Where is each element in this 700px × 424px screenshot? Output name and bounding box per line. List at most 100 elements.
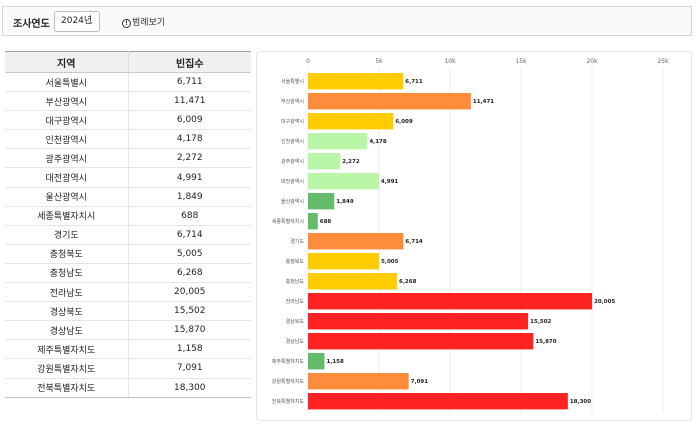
data-label: 7,091 bbox=[411, 379, 429, 385]
data-label: 688 bbox=[320, 219, 332, 225]
table-header-row: 지역 빈집수 bbox=[5, 51, 251, 73]
table-row: 충청남도 6,268 bbox=[5, 263, 251, 284]
category-label: 충청북도 bbox=[286, 258, 305, 265]
bar bbox=[308, 173, 379, 190]
data-label: 6,009 bbox=[395, 119, 413, 125]
region-cell: 경상북도 bbox=[5, 301, 129, 322]
category-label: 인천광역시 bbox=[281, 138, 304, 145]
chevron-down-icon: ⌄ bbox=[87, 17, 94, 26]
vacant-count-cell: 4,991 bbox=[128, 167, 251, 188]
bar bbox=[308, 133, 368, 150]
bar bbox=[308, 253, 380, 270]
region-cell: 전라남도 bbox=[5, 282, 129, 303]
bar bbox=[308, 153, 341, 170]
vacant-count-cell: 7,091 bbox=[128, 358, 251, 379]
survey-year-select[interactable]: 2024년 ⌄ bbox=[54, 11, 100, 32]
region-cell: 인천광역시 bbox=[5, 129, 129, 150]
region-cell: 경기도 bbox=[5, 225, 129, 245]
x-tick-label: 15k bbox=[515, 58, 527, 65]
bar bbox=[308, 73, 404, 90]
region-cell: 제주특별자치도 bbox=[5, 339, 129, 360]
category-label: 세종특별자치시 bbox=[272, 218, 304, 225]
vacant-house-table: 지역 빈집수 서울특별시 6,711 부산광역시 11,471 대구광역시 6,009 인천… bbox=[5, 51, 251, 398]
bar bbox=[308, 333, 534, 350]
region-cell: 대구광역시 bbox=[5, 110, 129, 131]
vacant-count-cell: 20,005 bbox=[128, 282, 251, 303]
bar bbox=[308, 293, 593, 310]
category-label: 강원특별자치도 bbox=[272, 378, 305, 385]
table-row: 강원특별자치도 7,091 bbox=[5, 358, 251, 379]
vacant-count-cell: 15,502 bbox=[128, 301, 251, 322]
table-row: 경상남도 15,870 bbox=[5, 320, 251, 341]
vacant-count-cell: 5,005 bbox=[128, 244, 251, 264]
data-label: 5,005 bbox=[381, 259, 399, 265]
table-row: 전북특별자치도 18,300 bbox=[5, 378, 251, 398]
vacant-count-cell: 2,272 bbox=[128, 148, 251, 169]
filter-toolbar: 조사연도 2024년 ⌄ ! 범례보기 bbox=[2, 6, 692, 36]
category-label: 대전광역시 bbox=[281, 178, 304, 185]
category-label: 대구광역시 bbox=[281, 118, 304, 125]
bar bbox=[308, 353, 325, 370]
data-label: 2,272 bbox=[342, 159, 360, 165]
data-label: 11,471 bbox=[473, 99, 494, 105]
category-label: 부산광역시 bbox=[281, 98, 304, 105]
x-tick-label: 10k bbox=[444, 58, 456, 65]
region-cell: 세종특별자치시 bbox=[5, 206, 129, 226]
table-row: 대전광역시 4,991 bbox=[5, 167, 251, 188]
table-row: 경상북도 15,502 bbox=[5, 301, 251, 322]
category-label: 충청남도 bbox=[286, 278, 305, 285]
bar bbox=[308, 113, 394, 130]
table-row: 전라남도 20,005 bbox=[5, 282, 251, 303]
region-cell: 전북특별자치도 bbox=[5, 378, 129, 398]
region-cell: 대전광역시 bbox=[5, 167, 129, 188]
x-tick-label: 0 bbox=[306, 58, 310, 65]
data-label: 1,158 bbox=[326, 359, 344, 365]
x-tick-label: 5k bbox=[375, 58, 383, 65]
x-tick-label: 25k bbox=[657, 58, 669, 65]
survey-year-value: 2024년 bbox=[61, 16, 93, 26]
bar-chart-panel: 0 5k 10k 15k 20k 25k 서울특별시 6,711 부산광역시 11,471 대구광역… bbox=[256, 51, 692, 421]
category-label: 경기도 bbox=[290, 238, 304, 245]
category-label: 제주특별자치도 bbox=[272, 358, 305, 365]
bar bbox=[308, 393, 568, 410]
table-row: 충청북도 5,005 bbox=[5, 244, 251, 264]
vacant-count-cell: 1,849 bbox=[128, 187, 251, 207]
region-cell: 울산광역시 bbox=[5, 187, 129, 207]
data-label: 15,502 bbox=[530, 319, 551, 325]
category-label: 울산광역시 bbox=[281, 198, 304, 205]
bar bbox=[308, 233, 404, 250]
category-label: 경상북도 bbox=[286, 318, 305, 325]
vacant-count-cell: 6,009 bbox=[128, 110, 251, 131]
region-cell: 광주광역시 bbox=[5, 148, 129, 169]
region-cell: 서울특별시 bbox=[5, 72, 129, 93]
data-label: 15,870 bbox=[535, 339, 556, 345]
column-header-vacant-count: 빈집수 bbox=[128, 51, 251, 73]
bar bbox=[308, 313, 529, 330]
vacant-count-cell: 6,711 bbox=[128, 72, 251, 93]
info-icon: ! bbox=[122, 19, 131, 28]
data-label: 20,005 bbox=[594, 299, 615, 305]
data-label: 18,300 bbox=[570, 399, 591, 405]
data-label: 6,268 bbox=[399, 279, 417, 285]
table-row: 울산광역시 1,849 bbox=[5, 187, 251, 207]
category-label: 경상남도 bbox=[286, 338, 305, 345]
data-label: 1,849 bbox=[336, 199, 354, 205]
table-row: 세종특별자치시 688 bbox=[5, 206, 251, 226]
survey-year-label: 조사연도 bbox=[13, 19, 50, 30]
region-cell: 부산광역시 bbox=[5, 91, 129, 112]
vacant-count-cell: 6,714 bbox=[128, 225, 251, 245]
vacant-house-bar-chart: 0 5k 10k 15k 20k 25k 서울특별시 6,711 부산광역시 11,471 대구광역… bbox=[272, 58, 669, 413]
category-label: 광주광역시 bbox=[281, 158, 304, 165]
category-label: 전북특별자치도 bbox=[272, 398, 305, 405]
data-label: 6,714 bbox=[405, 239, 423, 245]
table-row: 인천광역시 4,178 bbox=[5, 129, 251, 150]
bar bbox=[308, 373, 409, 390]
vacant-count-cell: 688 bbox=[128, 206, 251, 226]
table-row: 대구광역시 6,009 bbox=[5, 110, 251, 131]
data-label: 4,991 bbox=[381, 179, 399, 185]
column-header-region: 지역 bbox=[5, 51, 129, 73]
legend-toggle-button[interactable]: ! 범례보기 bbox=[122, 15, 165, 28]
data-label: 6,711 bbox=[405, 79, 423, 85]
region-cell: 충청북도 bbox=[5, 244, 129, 264]
vacant-count-cell: 4,178 bbox=[128, 129, 251, 150]
